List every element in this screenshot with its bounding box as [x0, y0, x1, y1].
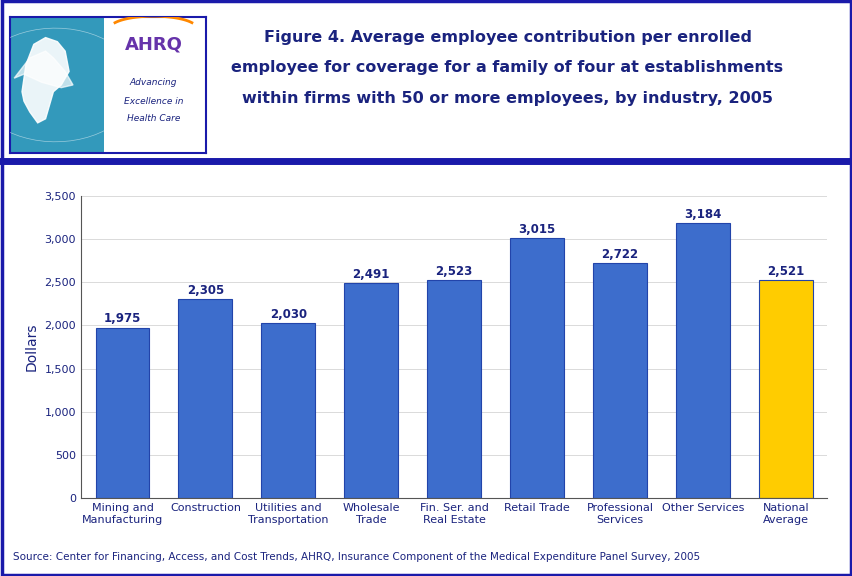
Text: 2,491: 2,491 — [352, 268, 389, 281]
Text: Advancing: Advancing — [130, 78, 177, 87]
Text: 1,975: 1,975 — [104, 312, 141, 325]
Text: 2,305: 2,305 — [187, 284, 224, 297]
Text: Excellence in: Excellence in — [124, 97, 183, 106]
Bar — [509, 238, 563, 498]
Text: Figure 4. Average employee contribution per enrolled: Figure 4. Average employee contribution … — [263, 30, 751, 45]
FancyBboxPatch shape — [104, 20, 202, 150]
Text: within firms with 50 or more employees, by industry, 2005: within firms with 50 or more employees, … — [242, 91, 772, 106]
Text: 2,523: 2,523 — [435, 265, 472, 278]
Text: employee for coverage for a family of four at establishments: employee for coverage for a family of fo… — [231, 60, 783, 75]
Text: 2,521: 2,521 — [767, 266, 803, 278]
Bar — [344, 283, 398, 498]
Text: 3,015: 3,015 — [518, 222, 556, 236]
Text: 2,030: 2,030 — [269, 308, 307, 321]
FancyBboxPatch shape — [10, 17, 104, 153]
Y-axis label: Dollars: Dollars — [25, 323, 39, 372]
Text: AHRQ: AHRQ — [124, 35, 182, 54]
Text: 2,722: 2,722 — [601, 248, 638, 261]
Bar — [261, 323, 315, 498]
Polygon shape — [22, 37, 69, 123]
Polygon shape — [14, 51, 73, 88]
Bar — [676, 223, 729, 498]
Text: Source: Center for Financing, Access, and Cost Trends, AHRQ, Insurance Component: Source: Center for Financing, Access, an… — [13, 552, 699, 562]
Bar — [592, 263, 647, 498]
Bar — [427, 281, 481, 498]
Bar — [178, 299, 232, 498]
Bar — [758, 281, 812, 498]
Text: 3,184: 3,184 — [683, 208, 721, 221]
Text: Health Care: Health Care — [127, 114, 180, 123]
Bar — [95, 328, 149, 498]
